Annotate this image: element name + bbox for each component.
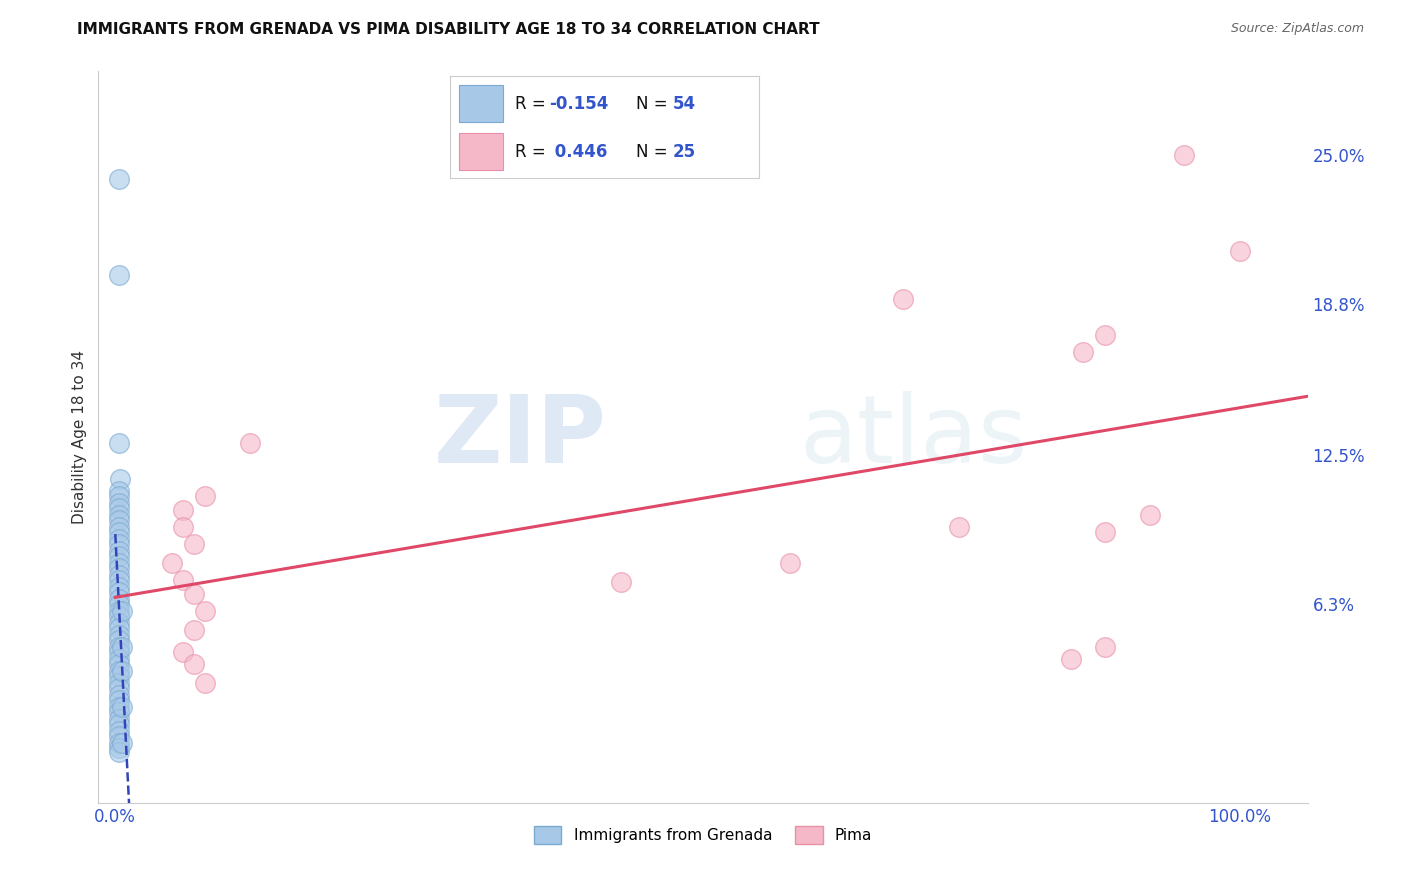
- Point: [107, 483, 129, 498]
- Point: [107, 640, 129, 654]
- Point: [111, 604, 134, 618]
- Point: [111, 699, 134, 714]
- Text: N =: N =: [636, 95, 672, 112]
- Point: [107, 736, 129, 750]
- Point: [108, 472, 131, 486]
- Point: [779, 556, 801, 570]
- Legend: Immigrants from Grenada, Pima: Immigrants from Grenada, Pima: [527, 820, 879, 850]
- Point: [111, 736, 134, 750]
- Point: [107, 669, 129, 683]
- Point: [107, 681, 129, 695]
- Point: [111, 664, 134, 678]
- Point: [107, 513, 129, 527]
- Point: [107, 520, 129, 534]
- Point: [107, 591, 129, 606]
- Point: [107, 584, 129, 599]
- Point: [107, 615, 129, 630]
- Text: IMMIGRANTS FROM GRENADA VS PIMA DISABILITY AGE 18 TO 34 CORRELATION CHART: IMMIGRANTS FROM GRENADA VS PIMA DISABILI…: [77, 22, 820, 37]
- Point: [107, 549, 129, 563]
- Point: [107, 664, 129, 678]
- Text: R =: R =: [515, 143, 551, 161]
- Point: [1139, 508, 1161, 522]
- Point: [107, 580, 129, 594]
- Point: [107, 746, 129, 760]
- Point: [107, 723, 129, 738]
- Point: [1173, 148, 1195, 162]
- Text: N =: N =: [636, 143, 672, 161]
- Point: [172, 645, 194, 659]
- Point: [111, 640, 134, 654]
- Point: [107, 692, 129, 706]
- Point: [1071, 345, 1094, 359]
- Point: [1060, 652, 1083, 666]
- Point: [107, 740, 129, 755]
- Point: [107, 532, 129, 546]
- Point: [107, 489, 129, 503]
- Point: [107, 436, 129, 450]
- Point: [107, 676, 129, 690]
- Point: [239, 436, 262, 450]
- Point: [107, 628, 129, 642]
- Point: [183, 587, 205, 601]
- Point: [107, 705, 129, 719]
- Point: [194, 604, 217, 618]
- Point: [160, 556, 183, 570]
- Point: [107, 496, 129, 510]
- Point: [107, 688, 129, 702]
- Point: [183, 657, 205, 671]
- Text: R =: R =: [515, 95, 551, 112]
- Point: [1094, 524, 1116, 539]
- Point: [107, 699, 129, 714]
- Point: [107, 652, 129, 666]
- Point: [194, 489, 217, 503]
- Point: [107, 268, 129, 283]
- Point: [1094, 640, 1116, 654]
- Point: [107, 172, 129, 186]
- Point: [891, 292, 914, 306]
- Point: [107, 712, 129, 726]
- Point: [107, 597, 129, 611]
- Point: [107, 561, 129, 575]
- Point: [107, 568, 129, 582]
- Point: [107, 544, 129, 558]
- Point: [107, 608, 129, 623]
- Point: [183, 537, 205, 551]
- Point: [107, 500, 129, 515]
- Point: [107, 632, 129, 647]
- Point: [107, 524, 129, 539]
- Point: [1094, 328, 1116, 343]
- Point: [107, 573, 129, 587]
- Text: 0.446: 0.446: [548, 143, 607, 161]
- Point: [1229, 244, 1251, 259]
- Text: Source: ZipAtlas.com: Source: ZipAtlas.com: [1230, 22, 1364, 36]
- Y-axis label: Disability Age 18 to 34: Disability Age 18 to 34: [72, 350, 87, 524]
- Text: ZIP: ZIP: [433, 391, 606, 483]
- Point: [107, 604, 129, 618]
- Point: [107, 556, 129, 570]
- Point: [107, 508, 129, 522]
- Point: [948, 520, 970, 534]
- Point: [172, 573, 194, 587]
- Text: 25: 25: [672, 143, 696, 161]
- Point: [107, 657, 129, 671]
- Point: [172, 520, 194, 534]
- Point: [107, 621, 129, 635]
- Point: [107, 537, 129, 551]
- Point: [107, 716, 129, 731]
- Point: [107, 645, 129, 659]
- Text: 54: 54: [672, 95, 696, 112]
- Text: -0.154: -0.154: [548, 95, 609, 112]
- Point: [172, 503, 194, 517]
- FancyBboxPatch shape: [460, 133, 502, 170]
- Text: atlas: atlas: [800, 391, 1028, 483]
- Point: [610, 575, 633, 590]
- Point: [183, 623, 205, 637]
- FancyBboxPatch shape: [460, 85, 502, 122]
- Point: [194, 676, 217, 690]
- Point: [107, 729, 129, 743]
